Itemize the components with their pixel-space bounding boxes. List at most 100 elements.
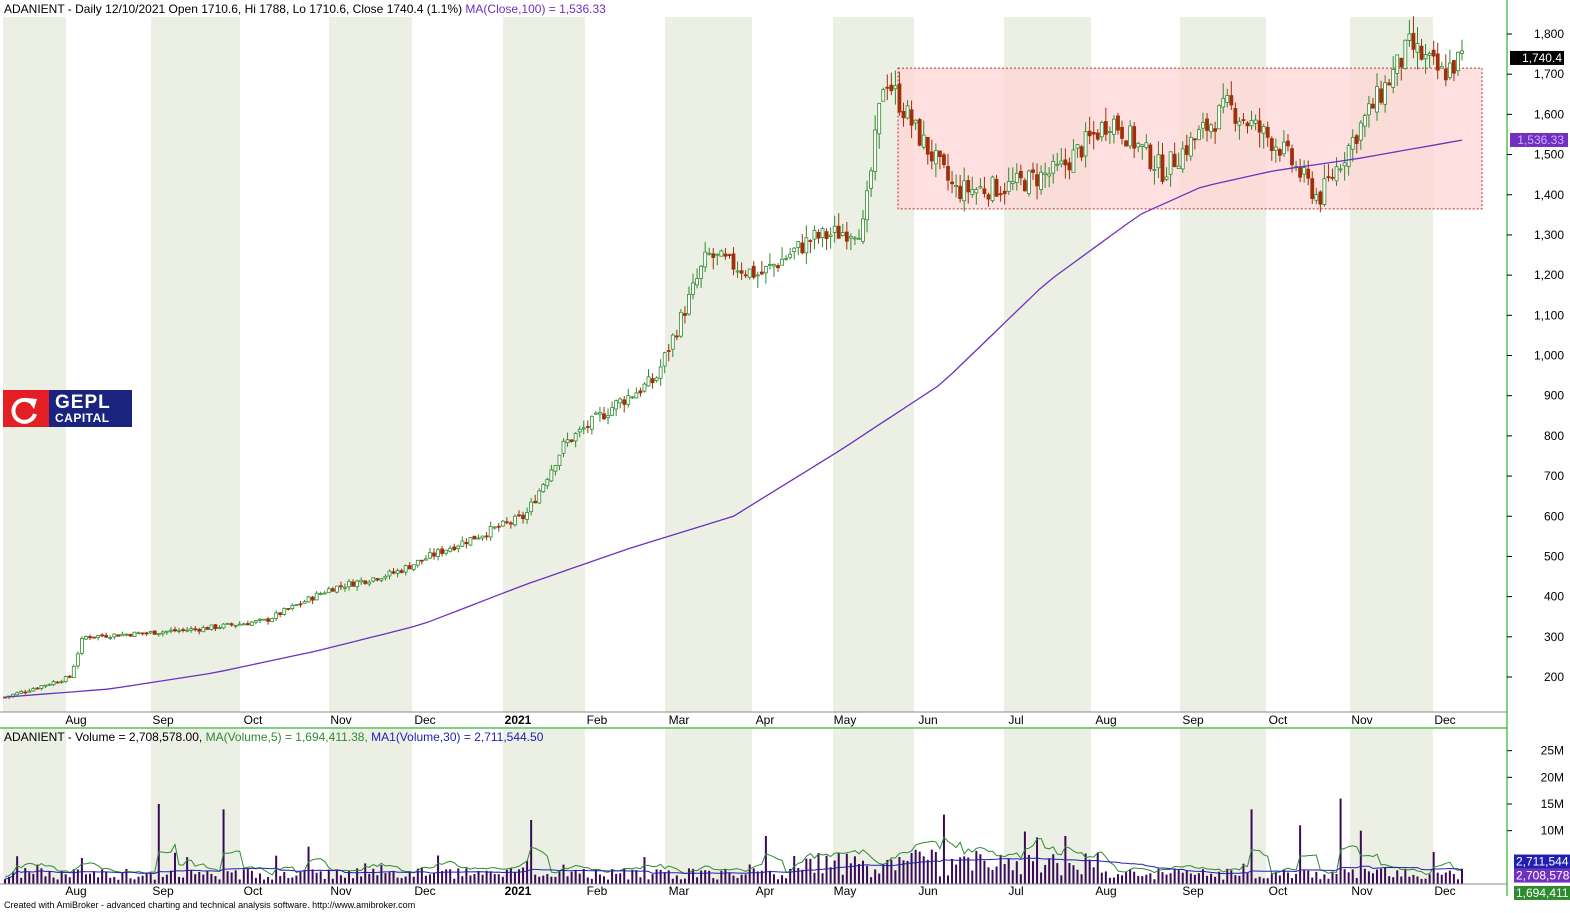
month-band-volume (3, 729, 66, 884)
candle-body (699, 265, 704, 279)
x-tick-label-volume: Aug (1095, 884, 1116, 898)
candle-body (622, 399, 627, 405)
candle-body (152, 630, 157, 635)
candle-body (43, 684, 48, 687)
candle-body (1103, 121, 1108, 135)
candle-body (824, 231, 829, 240)
candle-body (1310, 178, 1315, 199)
candle-body (1334, 166, 1339, 182)
candle-body (419, 559, 424, 562)
candle-body (844, 231, 849, 242)
month-band (329, 17, 412, 712)
candle-body (1002, 190, 1007, 195)
candle-body (100, 634, 105, 637)
candle-body (804, 237, 809, 254)
volume-value-label: 2,711,544 (1516, 855, 1569, 869)
candle-body (411, 564, 416, 570)
y-tick-label: 1,300 (1534, 228, 1564, 242)
candle-body (1290, 148, 1294, 166)
candle-body (545, 479, 550, 487)
candle-body (221, 623, 226, 629)
candle-body (1273, 146, 1278, 151)
candle-body (816, 231, 821, 239)
x-tick-label: Sep (152, 713, 174, 727)
ma100-line-path (4, 139, 1463, 698)
candle-body (881, 89, 886, 102)
candle-body (160, 631, 165, 635)
candle-body (909, 109, 914, 126)
candle-body (173, 629, 177, 632)
candle-body (946, 165, 950, 181)
candle-body (387, 570, 392, 577)
candle-body (84, 635, 88, 640)
header-price-info: - Daily 12/10/2021 Open 1710.6, Hi 1788,… (64, 2, 462, 16)
candle-body (79, 637, 84, 654)
candle-body (1342, 162, 1347, 167)
candle-body (772, 264, 776, 267)
candle-body (1063, 159, 1068, 166)
candle-body (391, 571, 396, 574)
candle-body (626, 395, 631, 405)
candle-body (873, 129, 878, 172)
candle-body (674, 335, 679, 338)
candle-body (19, 691, 24, 694)
candle-body (848, 236, 853, 239)
candle-body (521, 514, 525, 520)
candle-body (1419, 45, 1424, 60)
volume-header-ma5: MA(Volume,5) = 1,694,411.38, (206, 730, 368, 744)
candle-body (205, 627, 210, 630)
candle-body (456, 545, 461, 549)
candle-body (1322, 178, 1327, 205)
candle-body (1257, 120, 1262, 133)
candle-body (1031, 169, 1035, 173)
y-tick-label: 1,800 (1534, 27, 1564, 41)
candle-body (1014, 172, 1019, 184)
candle-body (71, 665, 76, 679)
x-tick-label-volume: Oct (1269, 884, 1288, 898)
candle-body (678, 311, 683, 337)
candle-body (318, 593, 323, 595)
candle-body (1338, 168, 1343, 171)
price-header: ADANIENT - Daily 12/10/2021 Open 1710.6,… (4, 2, 606, 16)
candle-body (715, 253, 720, 256)
candle-body (885, 86, 890, 89)
y-tick-label: 1,700 (1534, 67, 1564, 81)
x-tick-label-volume: Nov (330, 884, 351, 898)
candle-body (974, 189, 979, 194)
candle-body (1245, 122, 1250, 127)
candle-body (537, 490, 542, 504)
y-tick-label: 900 (1544, 389, 1564, 403)
x-tick-label-volume: Oct (244, 884, 263, 898)
candle-body (638, 390, 643, 394)
candle-body (994, 178, 999, 197)
y-tick-label: 300 (1544, 630, 1564, 644)
candle-body (840, 232, 845, 236)
candle-body (193, 628, 198, 631)
candle-body (468, 537, 473, 546)
month-band-volume (151, 729, 240, 884)
candle-body (707, 252, 712, 255)
candle-body (1197, 129, 1201, 141)
candle-body (1152, 169, 1157, 171)
candle-body (1095, 132, 1100, 140)
candle-body (1079, 146, 1084, 158)
y-tick-label: 500 (1544, 549, 1564, 563)
month-band (503, 17, 585, 712)
header-symbol: ADANIENT (4, 2, 65, 16)
candle-body (488, 526, 493, 538)
candle-body (96, 635, 100, 638)
candle-body (901, 110, 906, 119)
month-band (665, 17, 752, 712)
candle-body (1261, 126, 1266, 134)
candle-body (254, 620, 258, 623)
candle-body (1452, 60, 1456, 74)
x-tick-label: 2021 (505, 713, 532, 727)
candle-body (375, 578, 380, 581)
x-tick-label: Nov (330, 713, 351, 727)
candle-body (185, 629, 190, 632)
gepl-capital-logo: GEPL CAPITAL (3, 390, 132, 427)
candle-body (225, 622, 230, 625)
candle-body (428, 552, 432, 559)
candle-body (1124, 140, 1128, 147)
